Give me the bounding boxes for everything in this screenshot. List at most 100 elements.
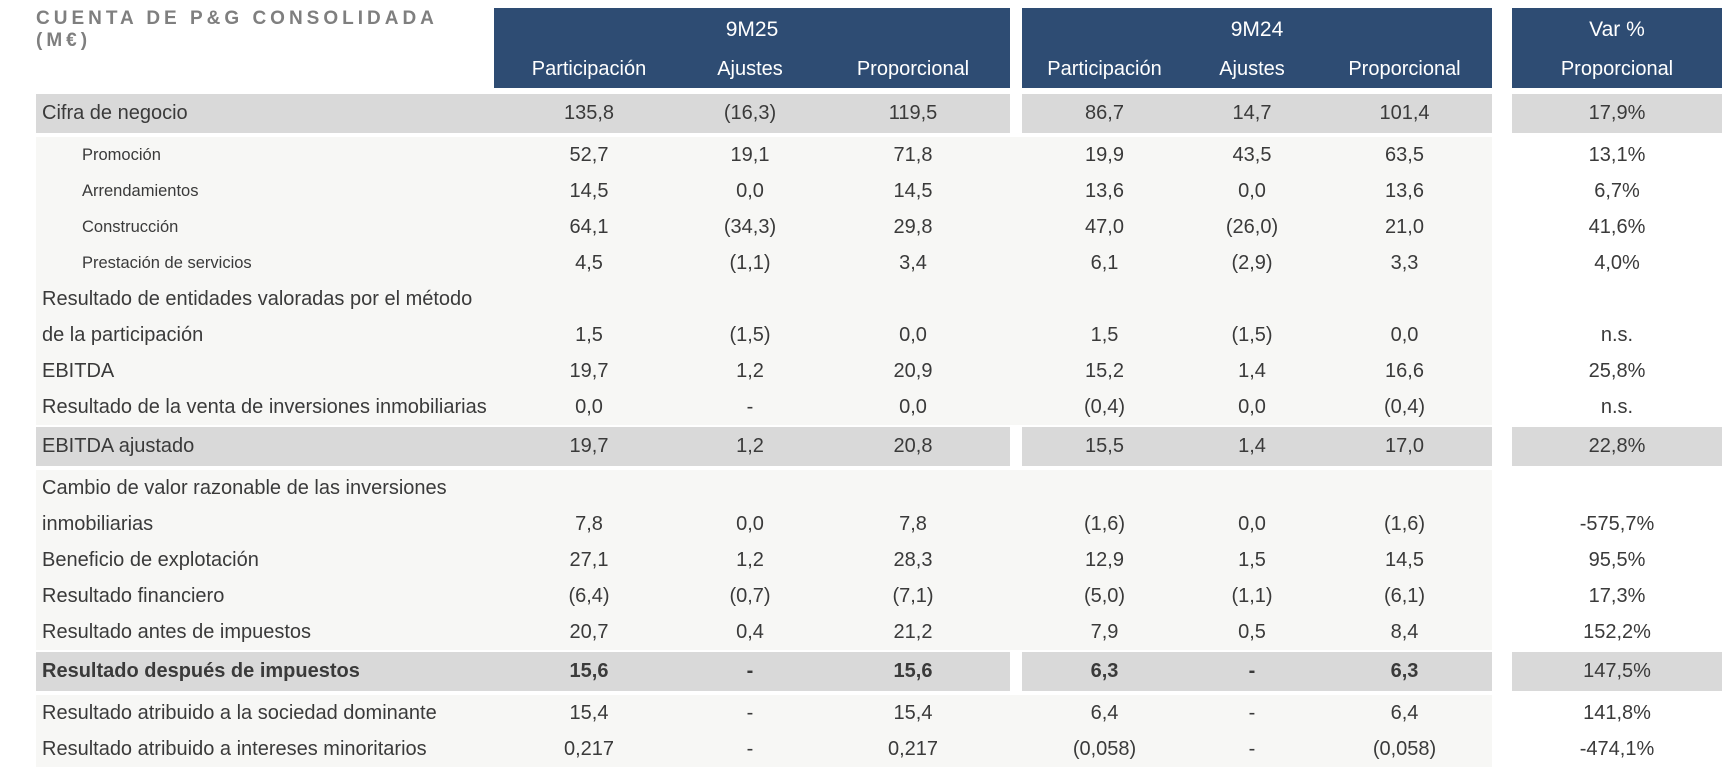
value-9m24: 19,9 <box>1022 137 1187 173</box>
value-var-pct: 147,5% <box>1512 652 1722 691</box>
column-gap <box>1492 389 1512 425</box>
value-var-pct: 141,8% <box>1512 695 1722 731</box>
value-9m25: - <box>684 652 816 691</box>
value-var-pct: 6,7% <box>1512 173 1722 209</box>
value-9m24: 14,5 <box>1317 542 1492 578</box>
column-header-9m25-proporcional: Proporcional <box>816 51 1010 88</box>
column-gap <box>1010 427 1022 466</box>
row-label: Resultado después de impuestos <box>36 652 494 691</box>
value-9m25: (16,3) <box>684 94 816 133</box>
value-9m24: (0,058) <box>1317 731 1492 767</box>
value-var-pct: n.s. <box>1512 389 1722 425</box>
value-9m25 <box>684 470 816 506</box>
value-var-pct: 17,3% <box>1512 578 1722 614</box>
column-group-var: Var % <box>1512 8 1722 52</box>
column-header-9m25-participacion: Participación <box>494 51 684 88</box>
value-var-pct: 4,0% <box>1512 245 1722 281</box>
row-label: Beneficio de explotación <box>36 542 494 578</box>
table-row: Resultado atribuido a intereses minorita… <box>36 731 1722 767</box>
value-var-pct: 22,8% <box>1512 427 1722 466</box>
column-gap <box>1010 353 1022 389</box>
value-9m24: - <box>1187 652 1317 691</box>
column-header-9m25-ajustes: Ajustes <box>684 51 816 88</box>
value-9m25: (1,1) <box>684 245 816 281</box>
column-gap <box>1010 8 1022 52</box>
value-9m25: 15,4 <box>494 695 684 731</box>
value-9m24: 15,5 <box>1022 427 1187 466</box>
row-label: Resultado financiero <box>36 578 494 614</box>
table-row: EBITDA ajustado 19,7 1,2 20,8 15,5 1,4 17,0 22,… <box>36 427 1722 466</box>
value-9m24: (6,1) <box>1317 578 1492 614</box>
row-label: de la participación <box>36 317 494 353</box>
table-body: Cifra de negocio 135,8 (16,3) 119,5 86,7 14,7… <box>36 94 1722 767</box>
value-9m25 <box>816 281 1010 317</box>
value-9m24: 13,6 <box>1022 173 1187 209</box>
value-9m24: 15,2 <box>1022 353 1187 389</box>
column-gap <box>1492 731 1512 767</box>
value-9m25: 0,217 <box>494 731 684 767</box>
value-9m24: 63,5 <box>1317 137 1492 173</box>
value-9m24: 12,9 <box>1022 542 1187 578</box>
value-9m24: 0,0 <box>1187 173 1317 209</box>
value-var-pct: 25,8% <box>1512 353 1722 389</box>
value-9m24 <box>1022 470 1187 506</box>
value-9m25: (1,5) <box>684 317 816 353</box>
row-label: inmobiliarias <box>36 506 494 542</box>
table-row: Promoción 52,7 19,1 71,8 19,9 43,5 63,5 13,1% <box>36 137 1722 173</box>
column-gap <box>1010 209 1022 245</box>
row-label: Cifra de negocio <box>36 94 494 133</box>
value-9m25 <box>494 281 684 317</box>
column-gap <box>1492 578 1512 614</box>
value-9m24: 13,6 <box>1317 173 1492 209</box>
table-row: EBITDA 19,7 1,2 20,9 15,2 1,4 16,6 25,8% <box>36 353 1722 389</box>
column-gap <box>1492 652 1512 691</box>
value-9m25: 15,6 <box>816 652 1010 691</box>
row-label: Arrendamientos <box>36 173 494 209</box>
value-9m24: 17,0 <box>1317 427 1492 466</box>
column-gap <box>1010 389 1022 425</box>
column-gap <box>1010 542 1022 578</box>
period-header-row: CUENTA DE P&G CONSOLIDADA (M€) 9M25 9M24… <box>36 8 1722 52</box>
value-9m24: 86,7 <box>1022 94 1187 133</box>
column-gap <box>1010 470 1022 506</box>
column-gap <box>1010 51 1022 88</box>
value-var-pct: -474,1% <box>1512 731 1722 767</box>
row-label: Prestación de servicios <box>36 245 494 281</box>
value-9m25: 19,7 <box>494 353 684 389</box>
column-gap <box>1492 470 1512 506</box>
column-gap <box>1010 317 1022 353</box>
column-gap <box>1010 614 1022 650</box>
value-var-pct <box>1512 470 1722 506</box>
value-9m25: 1,5 <box>494 317 684 353</box>
column-gap <box>1492 542 1512 578</box>
row-label: Resultado atribuido a intereses minorita… <box>36 731 494 767</box>
value-var-pct: n.s. <box>1512 317 1722 353</box>
value-9m24: 101,4 <box>1317 94 1492 133</box>
value-9m25: 7,8 <box>494 506 684 542</box>
value-9m24: 6,4 <box>1022 695 1187 731</box>
value-9m25: 19,7 <box>494 427 684 466</box>
column-header-9m24-proporcional: Proporcional <box>1317 51 1492 88</box>
value-9m24: (0,058) <box>1022 731 1187 767</box>
value-9m24: 0,0 <box>1187 506 1317 542</box>
value-var-pct: 95,5% <box>1512 542 1722 578</box>
table-row: Cambio de valor razonable de las inversi… <box>36 470 1722 506</box>
value-var-pct: 41,6% <box>1512 209 1722 245</box>
value-9m25 <box>494 470 684 506</box>
value-9m24: 47,0 <box>1022 209 1187 245</box>
value-9m24: 0,0 <box>1317 317 1492 353</box>
row-label: EBITDA ajustado <box>36 427 494 466</box>
column-group-9m24: 9M24 <box>1022 8 1492 52</box>
column-gap <box>1492 209 1512 245</box>
value-9m24 <box>1022 281 1187 317</box>
value-9m24: (1,1) <box>1187 578 1317 614</box>
value-9m25: 14,5 <box>816 173 1010 209</box>
value-9m25 <box>684 281 816 317</box>
column-group-9m25: 9M25 <box>494 8 1010 52</box>
value-9m24: 1,4 <box>1187 353 1317 389</box>
table-row: Resultado financiero (6,4) (0,7) (7,1) (5,0)… <box>36 578 1722 614</box>
value-9m25: 0,0 <box>684 506 816 542</box>
value-9m25: (7,1) <box>816 578 1010 614</box>
value-9m25: 20,9 <box>816 353 1010 389</box>
